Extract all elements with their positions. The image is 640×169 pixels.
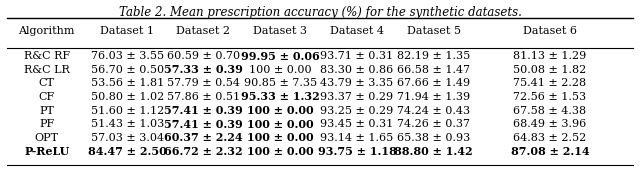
Text: 74.24 ± 0.43: 74.24 ± 0.43 bbox=[397, 105, 470, 116]
Text: 57.41 ± 0.39: 57.41 ± 0.39 bbox=[164, 105, 243, 116]
Text: 57.79 ± 0.54: 57.79 ± 0.54 bbox=[166, 78, 239, 88]
Text: 64.83 ± 2.52: 64.83 ± 2.52 bbox=[513, 133, 586, 143]
Text: 90.85 ± 7.35: 90.85 ± 7.35 bbox=[244, 78, 317, 88]
Text: 56.70 ± 0.50: 56.70 ± 0.50 bbox=[91, 65, 164, 75]
Text: 72.56 ± 1.53: 72.56 ± 1.53 bbox=[513, 92, 586, 102]
Text: 93.45 ± 0.31: 93.45 ± 0.31 bbox=[321, 119, 394, 129]
Text: 50.08 ± 1.82: 50.08 ± 1.82 bbox=[513, 65, 586, 75]
Text: 65.38 ± 0.93: 65.38 ± 0.93 bbox=[397, 133, 470, 143]
Text: 57.33 ± 0.39: 57.33 ± 0.39 bbox=[164, 64, 243, 75]
Text: 68.49 ± 3.96: 68.49 ± 3.96 bbox=[513, 119, 586, 129]
Text: 67.58 ± 4.38: 67.58 ± 4.38 bbox=[513, 105, 586, 116]
Text: 99.95 ± 0.06: 99.95 ± 0.06 bbox=[241, 51, 320, 62]
Text: CT: CT bbox=[39, 78, 54, 88]
Text: Dataset 3: Dataset 3 bbox=[253, 26, 307, 36]
Text: 100 ± 0.00: 100 ± 0.00 bbox=[247, 119, 314, 130]
Text: 74.26 ± 0.37: 74.26 ± 0.37 bbox=[397, 119, 470, 129]
Text: 100 ± 0.00: 100 ± 0.00 bbox=[247, 146, 314, 157]
Text: Table 2. Mean prescription accuracy (%) for the synthetic datasets.: Table 2. Mean prescription accuracy (%) … bbox=[118, 6, 522, 19]
Text: 66.58 ± 1.47: 66.58 ± 1.47 bbox=[397, 65, 470, 75]
Text: 93.71 ± 0.31: 93.71 ± 0.31 bbox=[321, 51, 394, 61]
Text: 82.19 ± 1.35: 82.19 ± 1.35 bbox=[397, 51, 470, 61]
Text: 57.03 ± 3.04: 57.03 ± 3.04 bbox=[91, 133, 164, 143]
Text: 67.66 ± 1.49: 67.66 ± 1.49 bbox=[397, 78, 470, 88]
Text: 100 ± 0.00: 100 ± 0.00 bbox=[247, 105, 314, 116]
Text: R&C RF: R&C RF bbox=[24, 51, 70, 61]
Text: 100 ± 0.00: 100 ± 0.00 bbox=[247, 132, 314, 143]
Text: 81.13 ± 1.29: 81.13 ± 1.29 bbox=[513, 51, 586, 61]
Text: 60.37 ± 2.24: 60.37 ± 2.24 bbox=[164, 132, 243, 143]
Text: 43.79 ± 3.35: 43.79 ± 3.35 bbox=[321, 78, 394, 88]
Text: Dataset 5: Dataset 5 bbox=[406, 26, 461, 36]
Text: Dataset 1: Dataset 1 bbox=[100, 26, 154, 36]
Text: 95.33 ± 1.32: 95.33 ± 1.32 bbox=[241, 91, 320, 102]
Text: Dataset 4: Dataset 4 bbox=[330, 26, 384, 36]
Text: 83.30 ± 0.86: 83.30 ± 0.86 bbox=[321, 65, 394, 75]
Text: 93.14 ± 1.65: 93.14 ± 1.65 bbox=[321, 133, 394, 143]
Text: 51.43 ± 1.03: 51.43 ± 1.03 bbox=[90, 119, 164, 129]
Text: Dataset 2: Dataset 2 bbox=[176, 26, 230, 36]
Text: 57.41 ± 0.39: 57.41 ± 0.39 bbox=[164, 119, 243, 130]
Text: Dataset 6: Dataset 6 bbox=[523, 26, 577, 36]
Text: 93.75 ± 1.18: 93.75 ± 1.18 bbox=[317, 146, 396, 157]
Text: OPT: OPT bbox=[35, 133, 59, 143]
Text: 88.80 ± 1.42: 88.80 ± 1.42 bbox=[394, 146, 473, 157]
Text: 76.03 ± 3.55: 76.03 ± 3.55 bbox=[91, 51, 164, 61]
Text: P-ReLU: P-ReLU bbox=[24, 146, 69, 157]
Text: 71.94 ± 1.39: 71.94 ± 1.39 bbox=[397, 92, 470, 102]
Text: 84.47 ± 2.50: 84.47 ± 2.50 bbox=[88, 146, 166, 157]
Text: 53.56 ± 1.81: 53.56 ± 1.81 bbox=[90, 78, 164, 88]
Text: 93.25 ± 0.29: 93.25 ± 0.29 bbox=[321, 105, 394, 116]
Text: PT: PT bbox=[39, 105, 54, 116]
Text: 57.86 ± 0.51: 57.86 ± 0.51 bbox=[166, 92, 240, 102]
Text: 50.80 ± 1.02: 50.80 ± 1.02 bbox=[90, 92, 164, 102]
Text: Algorithm: Algorithm bbox=[19, 26, 75, 36]
Text: PF: PF bbox=[39, 119, 54, 129]
Text: 100 ± 0.00: 100 ± 0.00 bbox=[249, 65, 312, 75]
Text: 51.60 ± 1.12: 51.60 ± 1.12 bbox=[90, 105, 164, 116]
Text: CF: CF bbox=[38, 92, 55, 102]
Text: R&C LR: R&C LR bbox=[24, 65, 70, 75]
Text: 93.37 ± 0.29: 93.37 ± 0.29 bbox=[321, 92, 394, 102]
Text: 87.08 ± 2.14: 87.08 ± 2.14 bbox=[511, 146, 589, 157]
Text: 75.41 ± 2.28: 75.41 ± 2.28 bbox=[513, 78, 586, 88]
Text: 60.59 ± 0.70: 60.59 ± 0.70 bbox=[166, 51, 240, 61]
Text: 66.72 ± 2.32: 66.72 ± 2.32 bbox=[164, 146, 243, 157]
